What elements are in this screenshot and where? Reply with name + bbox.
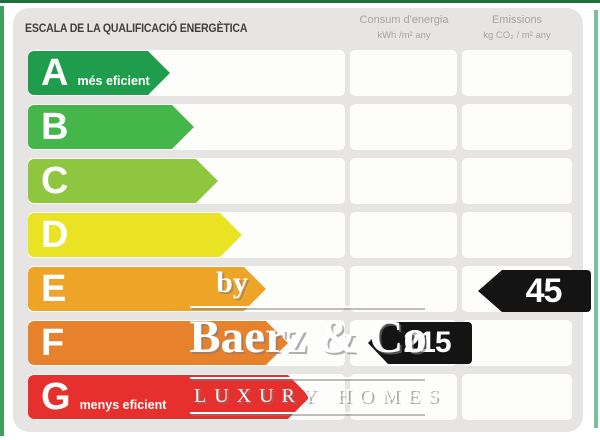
rating-arrow-f: F <box>28 321 288 365</box>
grid-cell <box>350 212 457 258</box>
column-header-consum-line1: Consum d'energia <box>359 14 449 26</box>
rating-arrow-e: E <box>28 267 266 311</box>
grid-cell <box>350 158 457 204</box>
frame-left-border <box>0 6 4 436</box>
consum-value: 215 <box>403 326 451 359</box>
emissions-value-tag: 45 <box>478 270 591 312</box>
frame-top-border <box>0 0 600 3</box>
watermark-tagline: LUXURY HOMES <box>194 385 447 407</box>
rating-arrow-b: B <box>28 105 194 149</box>
frame-right-border <box>594 10 598 428</box>
page-title: ESCALA DE LA QUALIFICACIÓ ENERGÈTICA <box>25 21 248 35</box>
emissions-value: 45 <box>525 271 563 310</box>
rating-letter-d: D <box>41 214 69 256</box>
column-header-consum-line2: kWh /m² any <box>377 29 431 41</box>
rating-letter-f: F <box>41 322 65 364</box>
column-header-emissions-line2: kg CO₂ / m² any <box>483 29 551 41</box>
grid-cell <box>350 104 457 150</box>
column-header-emissions-line1: Emissions <box>491 14 543 26</box>
watermark-rule <box>190 377 423 379</box>
rating-arrow-a: A més eficient <box>28 51 170 95</box>
grid-cell <box>350 50 457 96</box>
grid-cell <box>462 104 572 150</box>
grid-cell <box>462 158 572 204</box>
rating-letter-c: C <box>41 160 69 202</box>
grid-cell <box>462 212 572 258</box>
column-header-consum: Consum d'energia kWh /m² any <box>350 13 458 43</box>
grid-cell <box>350 266 457 312</box>
consum-value-tag: 215 <box>368 322 472 364</box>
watermark-rule <box>190 412 423 414</box>
rating-label-least-efficient: menys eficient <box>79 398 167 412</box>
watermark-rule <box>190 306 423 308</box>
column-header-emissions: Emissions kg CO₂ / m² any <box>462 13 572 43</box>
rating-arrow-c: C <box>28 159 218 203</box>
rating-letter-b: B <box>41 106 69 148</box>
watermark-by: by <box>216 266 248 299</box>
rating-label-most-efficient: més eficient <box>77 74 150 88</box>
rating-letter-a: A <box>41 52 69 94</box>
rating-letter-e: E <box>41 268 67 310</box>
grid-cell <box>462 50 572 96</box>
rating-arrow-g: G menys eficient <box>28 375 310 419</box>
watermark-brand-name: Baerz & Co <box>189 311 427 363</box>
rating-arrow-d: D <box>28 213 242 257</box>
grid-cell <box>462 374 572 420</box>
rating-letter-g: G <box>41 376 71 418</box>
grid-cell <box>462 320 572 366</box>
